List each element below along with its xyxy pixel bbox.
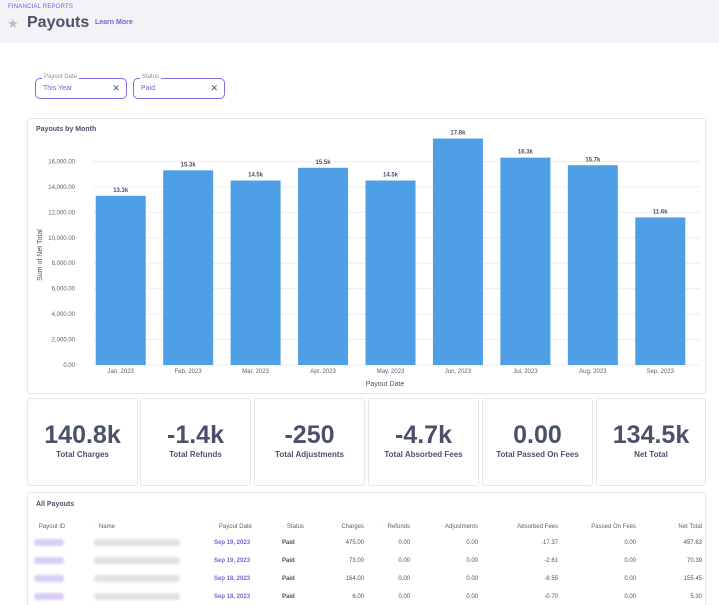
charges-cell: 73.00	[348, 558, 364, 564]
net-total-cell: 155.45	[683, 576, 702, 582]
table-row[interactable]: Sep 19, 2023 Paid 73.00 0.00 0.00 -2.61 …	[30, 552, 706, 570]
column-header-net-total[interactable]: Net Total	[640, 518, 706, 534]
status-cell: Paid	[282, 558, 295, 564]
charges-cell: 164.00	[345, 576, 364, 582]
kpi-total-adjustments: -250 Total Adjustments	[254, 398, 365, 486]
page-title: Payouts	[27, 14, 90, 31]
column-header-absorbed-fees[interactable]: Absorbed Fees	[482, 518, 562, 534]
column-header-passed-on-fees[interactable]: Passed On Fees	[562, 518, 640, 534]
kpi-total-passed-on-fees: 0.00 Total Passed On Fees	[482, 398, 593, 486]
breadcrumb[interactable]: FINANCIAL REPORTS	[8, 4, 74, 10]
name-cell	[90, 570, 210, 588]
payout-id-cell[interactable]	[30, 588, 90, 605]
kpi-label: Total Adjustments	[275, 450, 344, 459]
filter-label: Status	[140, 74, 162, 80]
payout-date-cell[interactable]: Sep 19, 2023	[214, 558, 251, 564]
payout-id-cell[interactable]	[30, 552, 90, 570]
absorbed-fees-cell: -8.55	[544, 576, 558, 582]
column-header-adjustments[interactable]: Adjustments	[414, 518, 482, 534]
chart-card: Payouts by Month	[27, 118, 706, 394]
filter-value: This Year	[43, 85, 73, 92]
close-icon[interactable]: ✕	[112, 83, 120, 93]
kpi-value: -250	[284, 421, 335, 449]
column-header-name[interactable]: Name	[90, 518, 210, 534]
kpi-value: 140.8k	[44, 421, 121, 449]
net-total-cell: 5.30	[690, 594, 702, 600]
payouts-table-card: All Payouts	[27, 492, 706, 605]
payout-date-cell[interactable]: Sep 18, 2023	[214, 576, 251, 582]
payout-date-cell[interactable]: Sep 19, 2023	[214, 540, 251, 546]
adjustments-cell: 0.00	[466, 558, 478, 564]
close-icon[interactable]: ✕	[210, 83, 218, 93]
column-header-charges[interactable]: Charges	[322, 518, 368, 534]
adjustments-cell: 0.00	[466, 594, 478, 600]
refunds-cell: 0.00	[398, 576, 410, 582]
net-total-cell: 457.63	[683, 540, 702, 546]
kpi-value: -4.7k	[395, 421, 452, 449]
column-header-status[interactable]: Status	[278, 518, 322, 534]
chart-title: Payouts by Month	[36, 126, 97, 133]
payout-date-filter[interactable]: Payout Date This Year ✕	[35, 74, 127, 99]
payout-date-cell[interactable]: Sep 18, 2023	[214, 594, 251, 600]
kpi-total-absorbed-fees: -4.7k Total Absorbed Fees	[368, 398, 479, 486]
passed-on-fees-cell: 0.00	[624, 540, 636, 546]
payouts-table: Payout ID Name Payout Date Status Charge…	[30, 518, 706, 605]
absorbed-fees-cell: -17.37	[540, 540, 558, 546]
star-icon[interactable]: ★	[7, 16, 19, 31]
kpi-label: Total Refunds	[169, 450, 222, 459]
table-row[interactable]: Sep 18, 2023 Paid 6.00 0.00 0.00 -0.70 0…	[30, 588, 706, 605]
column-header-refunds[interactable]: Refunds	[368, 518, 414, 534]
filter-value: Paid	[141, 85, 156, 92]
name-cell	[90, 588, 210, 605]
passed-on-fees-cell: 0.00	[624, 558, 636, 564]
absorbed-fees-cell: -2.61	[544, 558, 558, 564]
refunds-cell: 0.00	[398, 594, 410, 600]
net-total-cell: 70.39	[686, 558, 702, 564]
kpi-value: 0.00	[513, 421, 562, 449]
kpi-label: Total Absorbed Fees	[384, 450, 463, 459]
learn-more-link[interactable]: Learn More	[95, 19, 133, 26]
status-cell: Paid	[282, 594, 295, 600]
kpi-total-charges: 140.8k Total Charges	[27, 398, 138, 486]
name-cell	[90, 534, 210, 552]
table-row[interactable]: Sep 19, 2023 Paid 475.00 0.00 0.00 -17.3…	[30, 534, 706, 552]
adjustments-cell: 0.00	[466, 576, 478, 582]
kpi-label: Total Passed On Fees	[496, 450, 579, 459]
table-title: All Payouts	[36, 501, 75, 508]
kpi-value: -1.4k	[167, 421, 224, 449]
charges-cell: 475.00	[345, 540, 364, 546]
page-header: FINANCIAL REPORTS ★ Payouts Learn More	[0, 0, 719, 43]
kpi-label: Total Charges	[56, 450, 109, 459]
kpi-total-refunds: -1.4k Total Refunds	[140, 398, 251, 486]
charges-cell: 6.00	[352, 594, 364, 600]
status-filter[interactable]: Status Paid ✕	[133, 74, 225, 99]
status-cell: Paid	[282, 576, 295, 582]
refunds-cell: 0.00	[398, 540, 410, 546]
table-header-row: Payout ID Name Payout Date Status Charge…	[30, 518, 706, 534]
name-cell	[90, 552, 210, 570]
absorbed-fees-cell: -0.70	[544, 594, 558, 600]
kpi-value: 134.5k	[612, 421, 690, 449]
adjustments-cell: 0.00	[466, 540, 478, 546]
passed-on-fees-cell: 0.00	[624, 594, 636, 600]
status-cell: Paid	[282, 540, 295, 546]
column-header-payout-date[interactable]: Payout Date	[210, 518, 278, 534]
kpi-label: Net Total	[634, 450, 668, 459]
refunds-cell: 0.00	[398, 558, 410, 564]
filter-label: Payout Date	[42, 74, 80, 80]
payout-id-cell[interactable]	[30, 534, 90, 552]
column-header-payout-id[interactable]: Payout ID	[30, 518, 90, 534]
passed-on-fees-cell: 0.00	[624, 576, 636, 582]
table-row[interactable]: Sep 18, 2023 Paid 164.00 0.00 0.00 -8.55…	[30, 570, 706, 588]
payout-id-cell[interactable]	[30, 570, 90, 588]
kpi-net-total: 134.5k Net Total	[596, 398, 706, 486]
